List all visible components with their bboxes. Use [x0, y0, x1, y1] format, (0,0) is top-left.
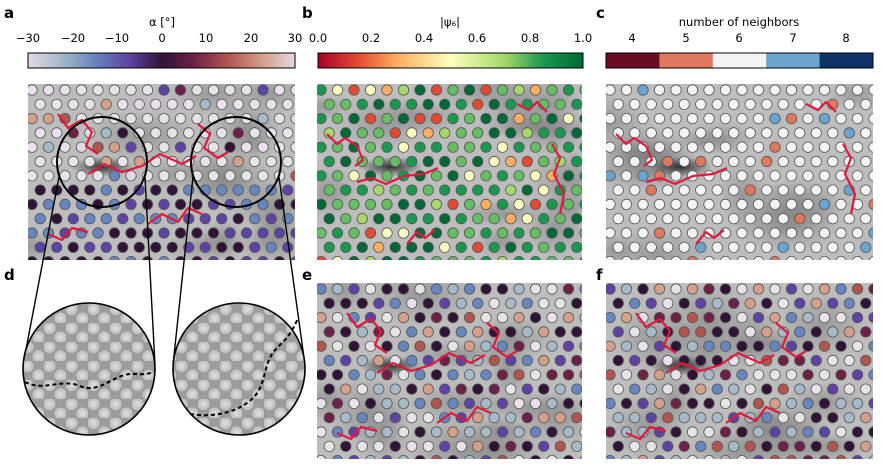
- defect-line: [645, 166, 728, 186]
- colorbar-neighbors-tick: 8: [842, 31, 849, 45]
- colorbar-alpha-tick: 20: [244, 31, 259, 45]
- colorbar-psi6-bar: [317, 52, 584, 69]
- panel-letter-d: d: [4, 266, 15, 284]
- grain-boundary-line: [189, 317, 299, 417]
- colorbar-alpha-tick: 30: [288, 31, 303, 45]
- colorbar-psi6-tick: 1.0: [574, 31, 592, 45]
- panel-d-zoom-right: [172, 302, 306, 436]
- colorbar-psi6-tick: 0.4: [415, 31, 433, 45]
- defect-line: [376, 351, 486, 374]
- zoom-connector: [22, 176, 60, 366]
- colorbar-alpha-ticks: −30 −20 −10 0 10 20 30: [16, 31, 302, 45]
- defect-line: [57, 113, 99, 155]
- colorbar-neighbors: number of neighbors 4 5 6 7 8: [605, 15, 874, 69]
- defect-line: [147, 206, 203, 225]
- defect-line: [336, 425, 378, 441]
- zoom-connector: [172, 176, 194, 366]
- defect-line: [805, 100, 837, 113]
- colorbar-alpha-tick: 10: [199, 31, 214, 45]
- colorbar-alpha-tick: −10: [105, 31, 129, 45]
- defect-line: [695, 229, 725, 245]
- colorbar-alpha-tick: −30: [16, 31, 40, 45]
- colorbar-neighbors-ticks: 4 5 6 7 8: [628, 31, 849, 45]
- colorbar-neighbors-label: number of neighbors: [679, 15, 799, 29]
- colorbar-psi6-tick: 0.6: [468, 31, 486, 45]
- colorbar-psi6: |ψ₆| 0.0 0.2 0.4 0.6 0.8 1.0: [309, 15, 592, 69]
- colorbar-alpha-bar: [27, 52, 296, 69]
- panel-f-image: [606, 283, 873, 459]
- panel-letter-b: b: [302, 4, 313, 22]
- zoom-circle-left: [56, 116, 148, 208]
- colorbar-neighbors-segment: [766, 53, 821, 68]
- zoom-circle-right: [190, 116, 282, 208]
- colorbar-psi6-tick: 0.8: [521, 31, 539, 45]
- defect-line: [635, 312, 677, 354]
- panel-e-image: [317, 283, 582, 459]
- colorbar-neighbors-tick: 5: [682, 31, 689, 45]
- defect-line: [516, 100, 548, 113]
- panel-letter-c: c: [596, 4, 605, 22]
- panel-letter-f: f: [596, 266, 603, 284]
- colorbar-alpha-label: α [°]: [149, 15, 175, 29]
- panel-letter-e: e: [302, 266, 312, 284]
- panel-letter-a: a: [4, 4, 14, 22]
- panel-b-image: [317, 84, 582, 260]
- defect-line: [326, 133, 365, 167]
- panel-d-zoom-left: [22, 302, 156, 436]
- defect-line: [406, 229, 436, 245]
- panel-c-image: [606, 84, 873, 260]
- zoom-connector: [278, 176, 306, 366]
- colorbar-psi6-ticks: 0.0 0.2 0.4 0.6 0.8 1.0: [309, 31, 592, 45]
- defect-line: [47, 226, 89, 242]
- defect-line: [625, 425, 667, 441]
- colorbar-neighbors-tick: 6: [735, 31, 742, 45]
- colorbar-neighbors-tick: 4: [628, 31, 635, 45]
- zoom-indicators: [22, 116, 306, 366]
- defect-line: [665, 351, 775, 374]
- colorbar-neighbors-bar: [605, 52, 874, 69]
- defect-line: [615, 133, 654, 167]
- colorbar-alpha-tick: −20: [61, 31, 85, 45]
- defect-line: [197, 123, 229, 160]
- colorbar-neighbors-tick: 7: [789, 31, 796, 45]
- defect-line: [551, 143, 566, 215]
- defect-line: [87, 152, 197, 175]
- colorbar-psi6-tick: 0.2: [362, 31, 380, 45]
- colorbar-alpha-tick: 0: [158, 31, 165, 45]
- colorbar-psi6-label: |ψ₆|: [440, 15, 460, 29]
- colorbar-alpha: α [°] −30 −20 −10 0 10 20 30: [16, 15, 302, 69]
- defect-line: [346, 312, 388, 354]
- colorbar-neighbors-segment: [659, 53, 714, 68]
- defect-line: [775, 322, 807, 359]
- zoom-connector: [144, 176, 156, 366]
- defect-line: [486, 322, 518, 359]
- defect-line: [356, 166, 439, 186]
- defect-line: [725, 405, 781, 424]
- colorbar-psi6-tick: 0.0: [309, 31, 327, 45]
- colorbar-neighbors-segment: [606, 53, 660, 68]
- defect-line: [842, 143, 857, 215]
- defect-line: [436, 405, 492, 424]
- colorbar-neighbors-segment: [819, 53, 874, 68]
- colorbar-neighbors-segment: [712, 53, 767, 68]
